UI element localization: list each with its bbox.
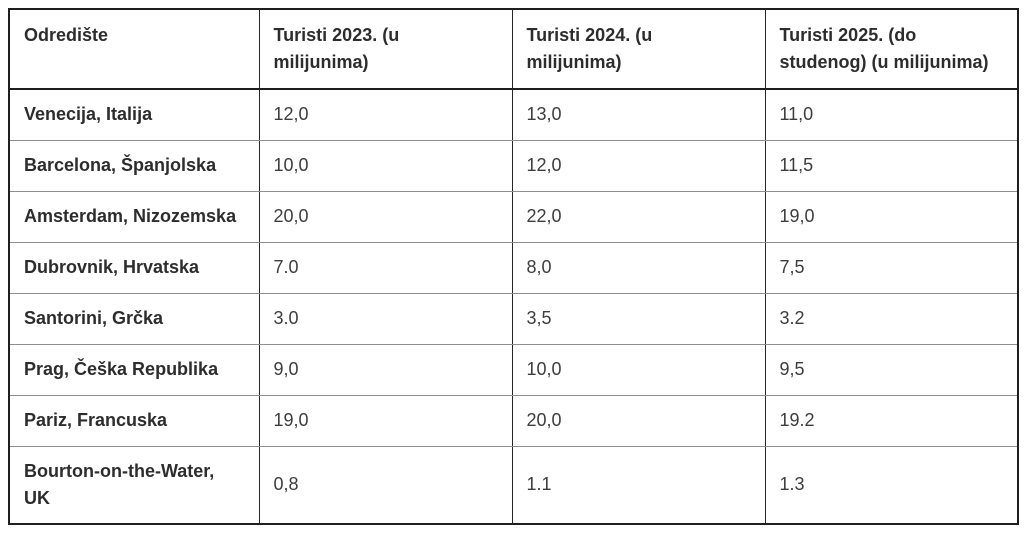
cell-2024: 3,5	[511, 292, 766, 345]
cell-destination: Bourton-on-the-Water, UK	[8, 445, 260, 524]
cell-2025: 9,5	[764, 343, 1019, 396]
column-header-destination: Odredište	[8, 9, 260, 90]
column-header-2025: Turisti 2025. (do studenog) (u milijunim…	[764, 9, 1019, 90]
table-body: Venecija, Italija 12,0 13,0 11,0 Barcelo…	[8, 88, 1019, 524]
cell-destination: Pariz, Francuska	[8, 394, 260, 447]
column-header-2023: Turisti 2023. (u milijunima)	[258, 9, 513, 90]
cell-2024: 22,0	[511, 190, 766, 243]
table-row: Pariz, Francuska 19,0 20,0 19.2	[8, 394, 1019, 447]
cell-2024: 20,0	[511, 394, 766, 447]
cell-2023: 19,0	[258, 394, 513, 447]
table-row: Bourton-on-the-Water, UK 0,8 1.1 1.3	[8, 445, 1019, 524]
table-row: Barcelona, Španjolska 10,0 12,0 11,5	[8, 139, 1019, 192]
table-row: Dubrovnik, Hrvatska 7.0 8,0 7,5	[8, 241, 1019, 294]
cell-destination: Prag, Češka Republika	[8, 343, 260, 396]
cell-2025: 7,5	[764, 241, 1019, 294]
table-header: Odredište Turisti 2023. (u milijunima) T…	[8, 9, 1019, 90]
table-row: Amsterdam, Nizozemska 20,0 22,0 19,0	[8, 190, 1019, 243]
cell-2023: 7.0	[258, 241, 513, 294]
cell-2024: 12,0	[511, 139, 766, 192]
cell-2024: 13,0	[511, 88, 766, 141]
table-row: Venecija, Italija 12,0 13,0 11,0	[8, 88, 1019, 141]
cell-2023: 0,8	[258, 445, 513, 524]
table-row: Prag, Češka Republika 9,0 10,0 9,5	[8, 343, 1019, 396]
cell-destination: Dubrovnik, Hrvatska	[8, 241, 260, 294]
cell-2024: 8,0	[511, 241, 766, 294]
cell-destination: Amsterdam, Nizozemska	[8, 190, 260, 243]
cell-destination: Santorini, Grčka	[8, 292, 260, 345]
cell-2024: 1.1	[511, 445, 766, 524]
cell-2023: 12,0	[258, 88, 513, 141]
cell-2024: 10,0	[511, 343, 766, 396]
column-header-2024: Turisti 2024. (u milijunima)	[511, 9, 766, 90]
table-row: Santorini, Grčka 3.0 3,5 3.2	[8, 292, 1019, 345]
cell-2023: 10,0	[258, 139, 513, 192]
cell-2025: 1.3	[764, 445, 1019, 524]
tourist-table: Odredište Turisti 2023. (u milijunima) T…	[8, 8, 1019, 525]
cell-2023: 3.0	[258, 292, 513, 345]
cell-2023: 9,0	[258, 343, 513, 396]
header-row: Odredište Turisti 2023. (u milijunima) T…	[8, 9, 1019, 90]
cell-destination: Barcelona, Španjolska	[8, 139, 260, 192]
cell-2025: 3.2	[764, 292, 1019, 345]
cell-2023: 20,0	[258, 190, 513, 243]
cell-destination: Venecija, Italija	[8, 88, 260, 141]
cell-2025: 11,0	[764, 88, 1019, 141]
cell-2025: 19.2	[764, 394, 1019, 447]
cell-2025: 19,0	[764, 190, 1019, 243]
cell-2025: 11,5	[764, 139, 1019, 192]
